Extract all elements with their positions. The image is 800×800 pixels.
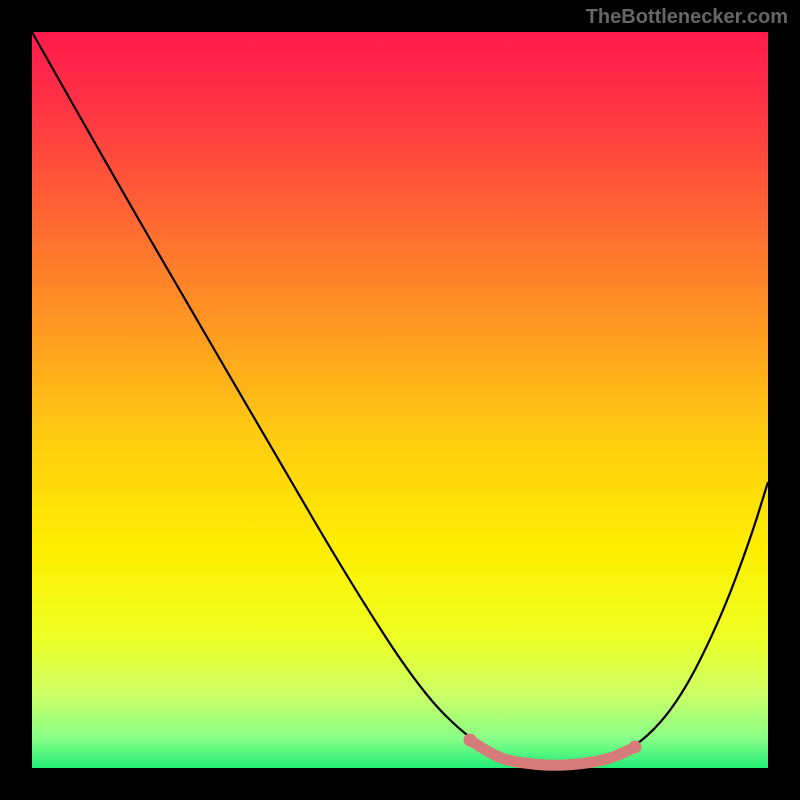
- chart-container: TheBottlenecker.com: [0, 0, 800, 800]
- highlight-end-marker: [629, 741, 642, 754]
- chart-svg: [0, 0, 800, 800]
- watermark-text: TheBottlenecker.com: [586, 6, 788, 29]
- highlight-start-marker: [464, 734, 477, 747]
